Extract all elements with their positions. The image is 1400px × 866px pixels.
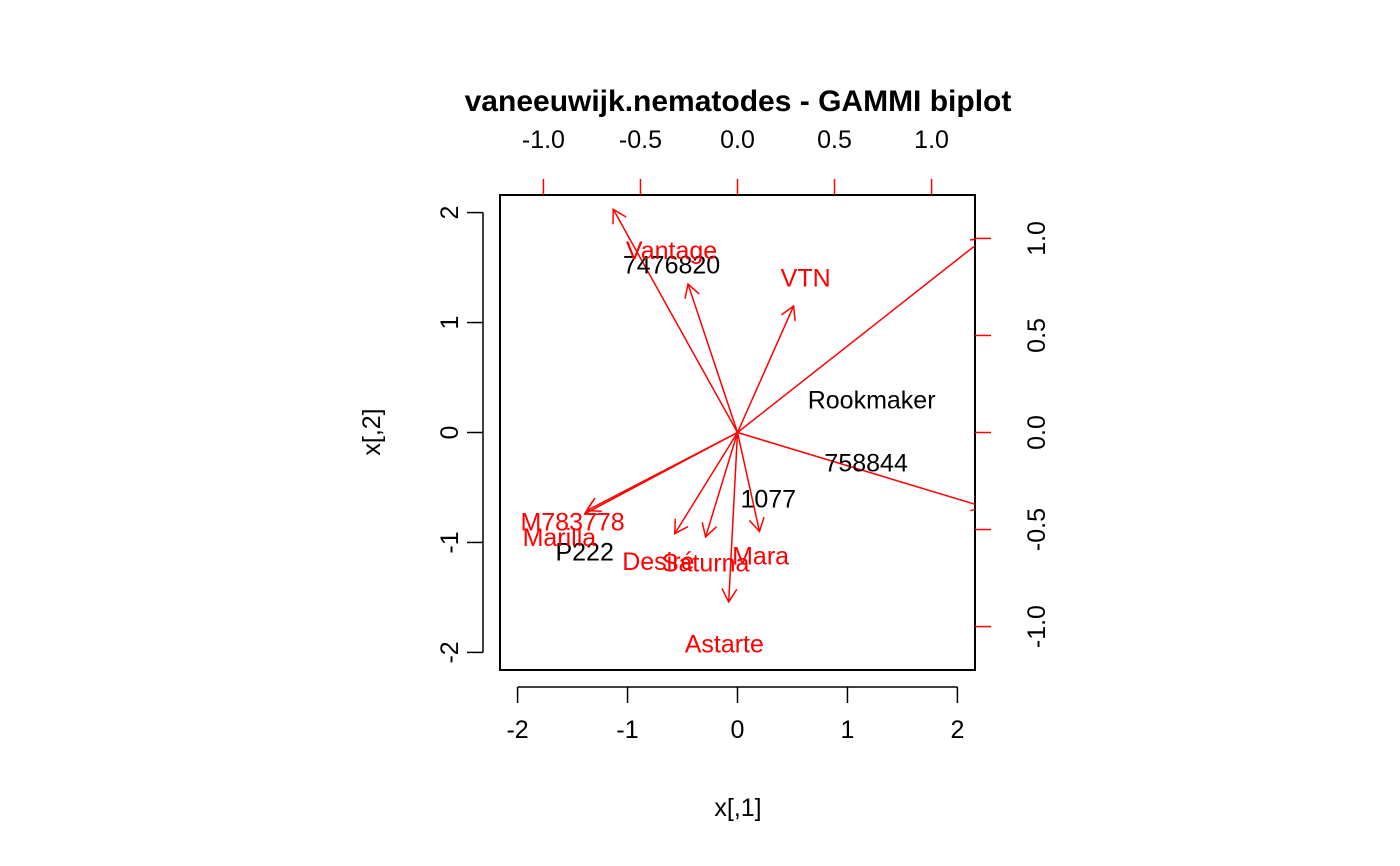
top-tick-label: 0.0 <box>720 126 755 154</box>
variable-label: Saturna <box>662 549 750 577</box>
arrow-shaft <box>737 431 975 506</box>
arrow-head <box>969 238 975 241</box>
variable-arrow <box>736 304 796 433</box>
y-tick-label: -1 <box>436 531 464 553</box>
variable-arrow <box>737 431 975 512</box>
arrow-shaft <box>584 431 738 515</box>
arrow-head <box>684 282 700 299</box>
x-tick-label: 0 <box>731 716 745 744</box>
y-axis-label: x[,2] <box>358 408 386 455</box>
arrow-head <box>583 500 600 516</box>
variable-arrows <box>583 207 975 604</box>
chart-title: vaneeuwijk.nematodes - GAMMI biplot <box>465 85 1012 118</box>
variable-arrow <box>701 432 739 539</box>
arrow-shaft <box>727 432 739 602</box>
top-tick-label: -1.0 <box>522 126 565 154</box>
y-tick-label: -2 <box>436 641 464 663</box>
variable-label: Mara <box>732 543 789 571</box>
x-tick-label: -1 <box>616 716 638 744</box>
variable-label: M783778 <box>520 509 624 537</box>
variable-arrow <box>612 207 739 433</box>
variable-arrow <box>721 432 739 604</box>
right-tick-label: 0.5 <box>1023 318 1051 353</box>
arrow-head <box>748 516 765 533</box>
right-tick-label: -1.0 <box>1023 605 1051 648</box>
right-tick-label: 0.0 <box>1023 415 1051 450</box>
variable-arrow <box>583 431 738 516</box>
arrow-shaft <box>737 244 975 434</box>
x-tick-label: 2 <box>950 716 964 744</box>
arrow-head <box>674 518 689 535</box>
point-label: P222 <box>555 538 613 566</box>
point-label: 758844 <box>824 449 908 477</box>
arrow-head <box>721 588 738 604</box>
point-label: Rookmaker <box>808 387 936 415</box>
arrow-head <box>701 522 718 539</box>
top-tick-label: 0.5 <box>817 126 852 154</box>
top-tick-label: 1.0 <box>914 126 949 154</box>
chart-marks: 7476820 Rookmaker 758844 1077 P222 Vantage VTN… <box>520 207 975 659</box>
arrow-head <box>612 207 627 225</box>
right-tick-label: 1.0 <box>1023 221 1051 256</box>
variable-arrow <box>737 238 975 434</box>
arrow-shaft <box>736 432 761 532</box>
y-tick-label: 2 <box>436 206 464 220</box>
point-label: 1077 <box>740 486 796 514</box>
arrow-shaft <box>736 305 795 433</box>
variable-arrow <box>736 432 765 533</box>
variable-label: Marilla <box>523 524 597 552</box>
y-tick-label: 0 <box>436 426 464 440</box>
variable-label: VTN <box>781 265 831 293</box>
variable-label: Astarte <box>685 631 764 659</box>
variable-label: Desiré <box>622 548 694 576</box>
arrow-shaft <box>674 432 739 535</box>
arrow-shaft <box>687 283 739 433</box>
variable-arrow <box>674 432 739 535</box>
axes: -2 -1 0 1 2 -2 -1 0 1 2 -1.0 -0.5 0.0 0.5 1.0 -1.0 -0.5 0… <box>436 126 1051 744</box>
x-tick-label: -2 <box>506 716 528 744</box>
x-tick-label: 1 <box>841 716 855 744</box>
arrow-head <box>781 304 796 322</box>
right-tick-label: -0.5 <box>1023 508 1051 551</box>
variable-arrow <box>684 282 739 433</box>
point-label: 7476820 <box>623 251 720 279</box>
y-tick-label: 1 <box>436 316 464 330</box>
arrow-shaft <box>612 208 739 433</box>
x-axis-label: x[,1] <box>714 794 761 822</box>
variable-label: Vantage <box>626 237 717 265</box>
arrow-shaft <box>704 432 739 538</box>
top-tick-label: -0.5 <box>619 126 662 154</box>
